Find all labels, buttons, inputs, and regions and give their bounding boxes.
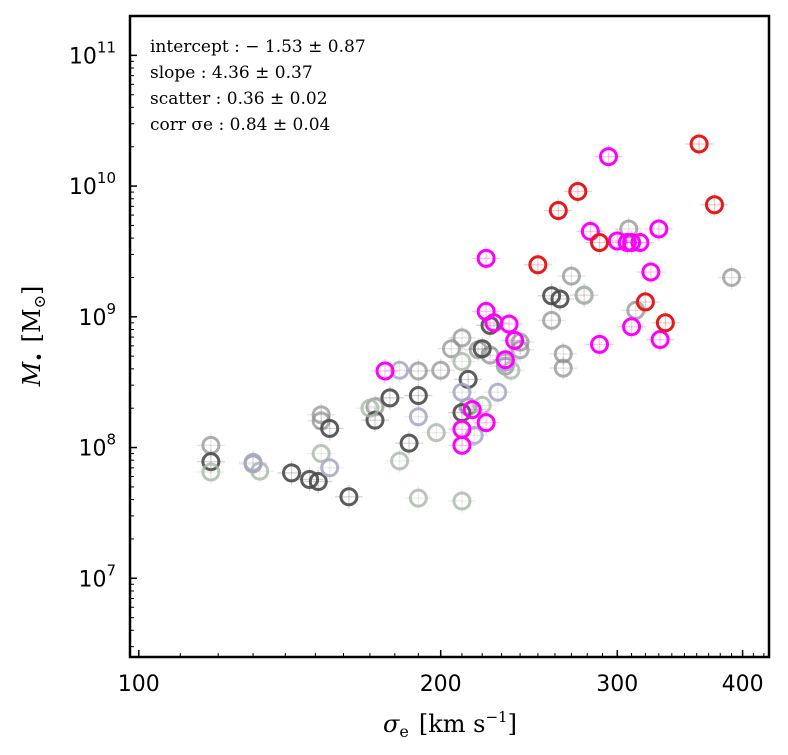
series-dark [196,283,574,509]
data-point [495,350,515,370]
data-point [590,334,610,354]
data-point [476,413,496,433]
points-layer [196,131,746,514]
data-point [722,267,742,287]
annotation-corr: corr σe : 0.84 ± 0.04 [150,115,330,135]
data-point [308,471,328,491]
data-point [380,388,400,408]
data-point [360,398,380,418]
data-point [689,134,709,154]
data-point [441,339,461,359]
data-point [550,289,570,309]
y-tick-label: 1010 [69,169,116,200]
data-point [548,201,568,221]
data-point [375,361,395,381]
data-point [568,181,588,201]
data-point [590,233,610,253]
data-point [499,314,519,334]
data-point [339,487,359,507]
data-point [649,219,669,239]
x-tick-label: 300 [596,672,638,697]
data-point [655,313,675,333]
data-point [553,344,573,364]
plot-frame [128,14,771,659]
data-point [399,433,419,453]
annotation-slope: slope : 4.36 ± 0.37 [150,63,313,83]
data-point [607,231,627,251]
data-point [574,285,594,305]
data-point [300,469,320,489]
data-point [622,233,642,253]
data-point [476,248,496,268]
data-point [650,330,670,350]
series-red [523,131,729,335]
data-point [201,462,221,482]
data-point [452,419,472,439]
data-point [553,358,573,378]
data-point [580,221,600,241]
data-point [619,219,639,239]
data-point [635,292,655,312]
data-point [320,418,340,438]
data-point [201,452,221,472]
data-point [704,195,724,215]
data-point [426,423,446,443]
data-point [452,491,472,511]
data-point [622,317,642,337]
data-point [431,360,451,380]
data-point [408,407,428,427]
data-point [630,233,650,253]
x-axis-label: σe [km s−1] [383,708,517,741]
data-point [243,452,263,472]
data-point [452,382,472,402]
data-point [542,310,562,330]
data-point [320,458,340,478]
data-point [528,255,548,275]
annotation-intercept: intercept : − 1.53 ± 0.87 [150,37,366,57]
data-point [408,386,428,406]
y-axis-label: M•[M⊙] [18,286,49,388]
data-point [472,395,492,415]
data-point [598,147,618,167]
data-point [365,410,385,430]
data-point [542,286,562,306]
data-point [408,361,428,381]
y-tick-label: 109 [78,300,116,331]
data-point [452,352,472,372]
data-point [472,339,492,359]
x-tick-label: 200 [420,672,462,697]
annotation-box: intercept : − 1.53 ± 0.87 slope : 4.36 ±… [150,37,366,135]
data-point [311,405,331,425]
data-point [488,382,508,402]
data-point [408,488,428,508]
series-magenta [371,144,675,458]
annotation-scatter: scatter : 0.36 ± 0.02 [150,89,328,109]
data-point [390,451,410,471]
data-point [510,340,530,360]
y-tick-label: 1011 [69,38,116,69]
x-tick-label: 100 [118,672,160,697]
data-point [311,444,331,464]
data-point [452,328,472,348]
ticks-layer: 100 200 300 400 107 108 109 1010 1011 [69,15,765,697]
data-point [505,330,525,350]
data-point [641,262,661,282]
data-point [282,463,302,483]
data-point [462,400,482,420]
y-tick-label: 108 [78,431,116,462]
x-tick-label: 400 [722,672,764,697]
y-tick-label: 107 [78,561,116,592]
series-lightgreen [196,282,599,514]
data-point [561,266,581,286]
